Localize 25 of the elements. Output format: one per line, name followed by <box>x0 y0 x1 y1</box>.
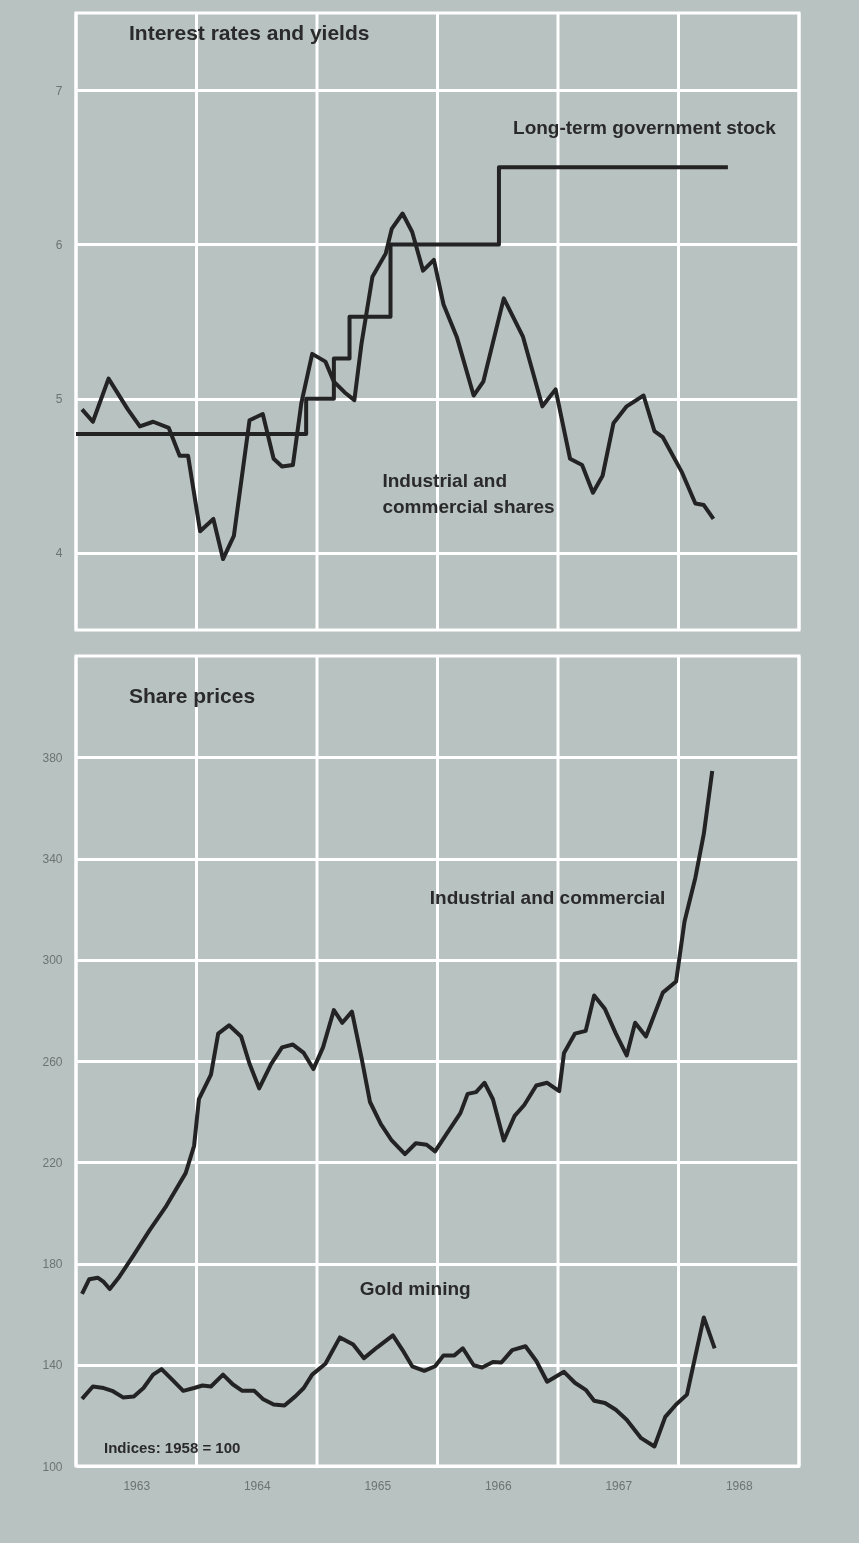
y-tick-label: 260 <box>42 1054 63 1069</box>
y-tick-label: 180 <box>42 1257 63 1271</box>
x-tick-label: 1963 <box>123 1478 151 1493</box>
text: Gold mining <box>359 1278 471 1300</box>
x-tick-label: 1966 <box>484 1478 512 1493</box>
y-tick-label: 5 <box>55 392 63 407</box>
y-tick-label: 4 <box>55 546 63 561</box>
y-tick-label: 220 <box>42 1155 63 1170</box>
y-tick-label: 7 <box>55 83 63 98</box>
chart-title: Interest rates and yields <box>129 21 370 44</box>
annotation: Indices: 1958 = 100 <box>104 1439 241 1456</box>
y-tick-label: 6 <box>55 237 63 252</box>
series-label: Industrial and commercial <box>429 886 666 908</box>
y-tick-label: 140 <box>42 1358 63 1373</box>
x-tick-label: 1965 <box>364 1478 392 1493</box>
y-tick-label: 340 <box>42 852 63 866</box>
series-label: Industrial and commercial shares <box>382 469 555 517</box>
text: Share prices <box>129 684 256 707</box>
x-tick-label: 1968 <box>725 1478 753 1493</box>
y-tick-label: 300 <box>42 953 63 968</box>
x-tick-label: 1964 <box>243 1478 271 1493</box>
y-tick-label: 380 <box>42 750 63 765</box>
y-tick-label: 100 <box>42 1459 63 1474</box>
series-label: Long-term government stock <box>513 117 777 139</box>
x-tick-label: 1967 <box>605 1478 633 1493</box>
